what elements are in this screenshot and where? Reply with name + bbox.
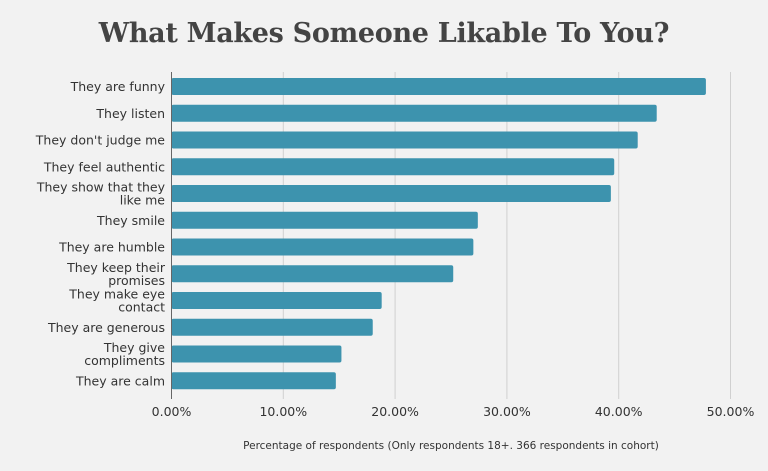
category-label-line: They make eye: [68, 287, 165, 302]
x-tick-label: 40.00%: [595, 404, 643, 419]
bar: [171, 292, 382, 309]
category-label-line: They show that they: [36, 180, 166, 195]
category-label-line: They feel authentic: [43, 159, 165, 174]
bar: [171, 185, 611, 202]
category-label-line: They are generous: [47, 320, 165, 335]
category-label: They don't judge me: [35, 133, 166, 148]
category-label-line: They smile: [96, 213, 165, 228]
category-label-line: They keep their: [66, 260, 166, 275]
category-label: They keep their promises: [66, 260, 166, 288]
x-tick-label: 10.00%: [259, 404, 307, 419]
category-label: They are generous: [47, 320, 165, 335]
category-label: They give compliments: [84, 340, 165, 368]
category-label: They are calm: [75, 373, 165, 388]
category-label: They show that they like me: [36, 180, 166, 208]
category-label-line: like me: [120, 193, 166, 208]
bar: [171, 265, 454, 283]
bar: [171, 158, 615, 176]
category-label: They make eye contact: [68, 287, 165, 315]
category-label-line: They give: [103, 340, 165, 355]
category-label-line: They are calm: [75, 373, 165, 388]
category-label-line: They listen: [95, 106, 165, 121]
bar: [171, 238, 474, 256]
category-label-line: They are funny: [70, 79, 166, 94]
bar: [171, 104, 657, 122]
category-label: They smile: [96, 213, 165, 228]
bar: [171, 345, 342, 363]
bar: [171, 372, 336, 390]
bar: [171, 211, 478, 229]
x-tick-label: 0.00%: [152, 404, 192, 419]
bar: [171, 131, 638, 149]
category-label-line: They are humble: [58, 240, 165, 255]
category-label: They are humble: [58, 240, 165, 255]
chart-title: What Makes Someone Likable To You?: [98, 18, 670, 49]
x-tick-label: 30.00%: [483, 404, 531, 419]
category-label: They feel authentic: [43, 159, 165, 174]
x-axis-title: Percentage of respondents (Only responde…: [243, 440, 659, 452]
category-label-line: promises: [108, 273, 165, 288]
bar: [171, 78, 706, 95]
x-tick-label: 20.00%: [371, 404, 419, 419]
category-label-line: contact: [118, 300, 165, 315]
category-label-line: compliments: [84, 353, 165, 368]
category-label: They listen: [95, 106, 165, 121]
bar: [171, 318, 373, 336]
category-label-line: They don't judge me: [35, 133, 166, 148]
category-label: They are funny: [70, 79, 166, 94]
x-tick-label: 50.00%: [707, 404, 755, 419]
